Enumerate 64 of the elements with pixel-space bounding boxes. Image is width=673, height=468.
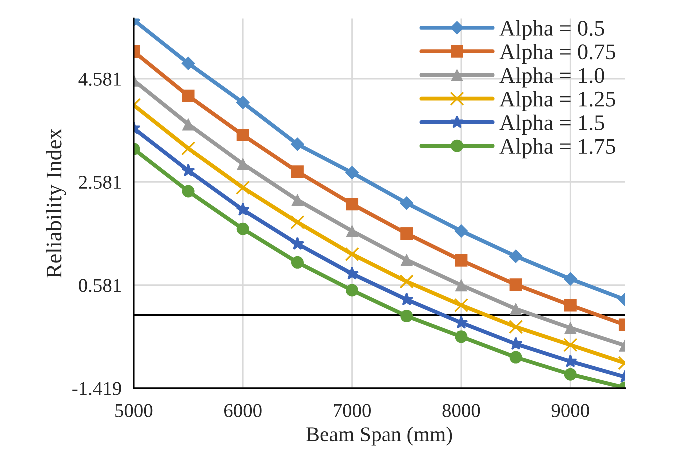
legend-label: Alpha = 1.75 — [500, 138, 616, 159]
point — [510, 278, 522, 292]
point — [290, 215, 305, 230]
point — [182, 185, 195, 198]
y-tick-label: 2.581 — [79, 176, 121, 190]
point — [236, 96, 250, 110]
point — [345, 166, 360, 180]
point — [290, 138, 305, 152]
point — [346, 284, 359, 297]
point — [508, 320, 524, 334]
point — [236, 129, 250, 142]
point — [400, 254, 414, 266]
legend-label: Alpha = 0.5 — [500, 20, 604, 41]
legend-label: Alpha = 0.75 — [500, 44, 616, 64]
point — [400, 310, 414, 323]
point — [564, 322, 577, 334]
x-tick-label: 5000 — [116, 404, 153, 418]
point — [564, 368, 577, 381]
point — [182, 164, 196, 177]
y-axis-title: Reliability Index — [46, 128, 66, 278]
point — [455, 279, 468, 292]
point — [182, 56, 196, 70]
point — [236, 180, 250, 195]
point — [400, 196, 414, 210]
point — [564, 338, 578, 352]
point — [346, 266, 360, 280]
x-tick-label: 6000 — [224, 404, 262, 418]
legend-label: Alpha = 1.0 — [500, 68, 604, 88]
point — [454, 298, 469, 313]
x-tick-label: 8000 — [442, 404, 480, 418]
point — [564, 272, 578, 286]
point — [454, 316, 468, 329]
y-tick-label: 4.581 — [78, 72, 121, 86]
point — [236, 202, 250, 216]
point — [564, 299, 577, 312]
point — [290, 237, 304, 250]
point — [236, 222, 250, 236]
x-axis-title: Beam Span (mm) — [306, 426, 452, 446]
point — [291, 256, 304, 269]
point — [509, 250, 523, 264]
point — [510, 351, 522, 364]
point — [182, 90, 195, 102]
point — [400, 292, 414, 306]
point — [346, 198, 359, 211]
point — [510, 302, 522, 316]
point — [454, 224, 468, 238]
point — [182, 118, 195, 131]
x-tick-label: 9000 — [552, 404, 590, 418]
legend-label: Alpha = 1.25 — [500, 91, 616, 112]
point — [236, 158, 250, 170]
point — [291, 166, 304, 178]
point — [291, 194, 304, 207]
point — [509, 337, 523, 350]
y-tick-label: 0.581 — [79, 279, 121, 292]
x-tick-label: 7000 — [334, 404, 371, 418]
legend-label: Alpha = 1.5 — [500, 114, 604, 135]
point — [455, 330, 468, 344]
point — [345, 247, 360, 262]
point — [455, 254, 468, 267]
point — [400, 274, 414, 289]
point — [400, 228, 414, 240]
y-tick-label: -1.419 — [72, 382, 122, 396]
point — [346, 224, 359, 238]
point — [181, 142, 196, 156]
